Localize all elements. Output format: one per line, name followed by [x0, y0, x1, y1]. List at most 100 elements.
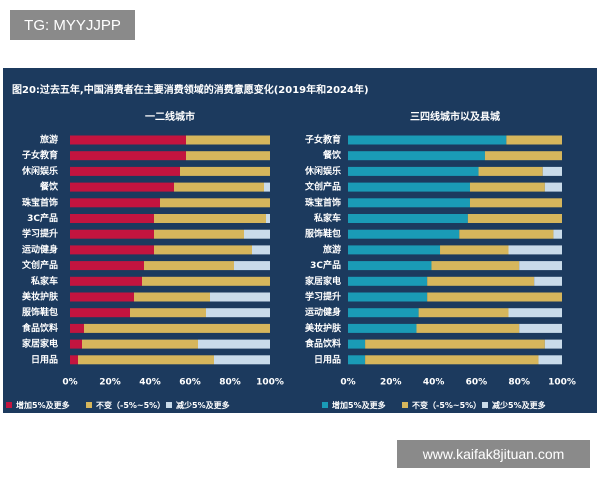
bar-segment	[154, 245, 252, 255]
y-tick-label: 子女教育	[305, 134, 341, 146]
bar-segment	[70, 135, 186, 145]
y-tick-label: 食品饮料	[304, 338, 341, 350]
bar-segment	[418, 308, 509, 318]
x-tick-label: 20%	[99, 378, 121, 388]
x-tick-label: 60%	[466, 378, 488, 388]
bar-segment	[70, 276, 142, 286]
bar-segment	[440, 245, 509, 255]
chart-title: 一二线城市	[145, 110, 195, 123]
bar-segment	[544, 339, 562, 349]
bar-segment	[154, 229, 244, 239]
bar-segment	[234, 261, 270, 271]
bar-segment	[206, 308, 270, 318]
bar-segment	[70, 229, 154, 239]
bar-segment	[82, 339, 198, 349]
bar-segment	[70, 151, 186, 161]
bar-segment	[508, 308, 562, 318]
bar-segment	[484, 151, 562, 161]
bar-segment	[469, 182, 545, 192]
bar-segment	[348, 166, 479, 176]
y-tick-label: 家居家电	[22, 338, 58, 350]
bar-segment	[519, 323, 562, 333]
bar-segment	[467, 214, 562, 223]
x-tick-label: 0%	[62, 378, 77, 388]
y-tick-label: 食品饮料	[21, 322, 58, 334]
legend-label: 减少5%及更多	[492, 400, 546, 410]
y-tick-label: 子女教育	[22, 149, 58, 161]
bar-segment	[534, 276, 562, 286]
legend-label: 不变（-5%~5%）	[96, 400, 165, 410]
legend-swatch	[6, 402, 12, 408]
bar-segment	[348, 135, 507, 145]
bar-segment	[508, 245, 562, 255]
bar-segment	[70, 323, 84, 333]
bar-segment	[553, 229, 562, 239]
bar-segment	[70, 198, 160, 208]
y-tick-label: 家居家电	[305, 275, 341, 287]
bar-segment	[78, 355, 214, 365]
y-tick-label: 美妆护肤	[22, 291, 59, 303]
bar-segment	[70, 245, 154, 255]
bar-segment	[427, 276, 535, 286]
x-tick-label: 60%	[179, 378, 201, 388]
bar-segment	[365, 339, 545, 349]
watermark: www.kaifak8jituan.com	[397, 440, 590, 468]
bar-segment	[154, 214, 266, 223]
bar-segment	[542, 166, 562, 176]
bar-segment	[70, 355, 78, 365]
bar-segment	[348, 323, 417, 333]
bar-segment	[198, 339, 270, 349]
bar-segment	[186, 135, 270, 145]
legend-label: 增加5%及更多	[16, 400, 70, 410]
y-tick-label: 服饰鞋包	[22, 306, 58, 318]
y-tick-label: 文创产品	[21, 259, 58, 271]
y-tick-label: 餐饮	[39, 181, 59, 193]
bar-segment	[348, 214, 468, 223]
bar-segment	[70, 214, 154, 223]
bar-segment	[186, 151, 270, 161]
y-tick-label: 休闲娱乐	[304, 165, 341, 177]
bar-segment	[84, 323, 270, 333]
bar-segment	[459, 229, 554, 239]
x-tick-label: 0%	[340, 378, 355, 388]
y-tick-label: 私家车	[30, 275, 58, 287]
y-tick-label: 3C产品	[27, 212, 58, 224]
y-tick-label: 休闲娱乐	[21, 165, 58, 177]
bar-segment	[348, 198, 470, 208]
y-tick-label: 私家车	[313, 212, 341, 224]
x-tick-label: 100%	[256, 378, 284, 388]
bar-segment	[144, 261, 234, 271]
bar-segment	[416, 323, 520, 333]
bar-segment	[134, 292, 210, 302]
bar-segment	[70, 308, 130, 318]
y-tick-label: 学习提升	[305, 291, 341, 303]
y-tick-label: 美妆护肤	[305, 322, 342, 334]
bar-segment	[431, 261, 520, 271]
x-tick-label: 40%	[423, 378, 445, 388]
bar-segment	[365, 355, 539, 365]
bar-segment	[348, 292, 428, 302]
legend-label: 不变（-5%~5%）	[412, 400, 481, 410]
bar-segment	[160, 198, 270, 208]
legend-swatch	[402, 402, 408, 408]
bar-segment	[348, 245, 441, 255]
x-tick-label: 100%	[548, 378, 576, 388]
bar-segment	[70, 339, 82, 349]
y-tick-label: 旅游	[40, 134, 58, 146]
bar-segment	[506, 135, 562, 145]
x-tick-label: 80%	[219, 378, 241, 388]
y-tick-label: 日用品	[314, 354, 341, 365]
bar-segment	[348, 308, 419, 318]
figure-title: 图20:过去五年,中国消费者在主要消费领域的消费意愿变化(2019年和2024年…	[12, 83, 369, 96]
y-tick-label: 运动健身	[22, 243, 58, 255]
y-tick-label: 3C产品	[310, 259, 341, 271]
bar-segment	[348, 229, 460, 239]
y-tick-label: 餐饮	[322, 149, 342, 161]
bar-segment	[348, 261, 432, 271]
bar-segment	[478, 166, 543, 176]
bar-segment	[348, 355, 366, 365]
legend-label: 增加5%及更多	[332, 400, 386, 410]
bar-segment	[210, 292, 270, 302]
bar-segment	[427, 292, 562, 302]
